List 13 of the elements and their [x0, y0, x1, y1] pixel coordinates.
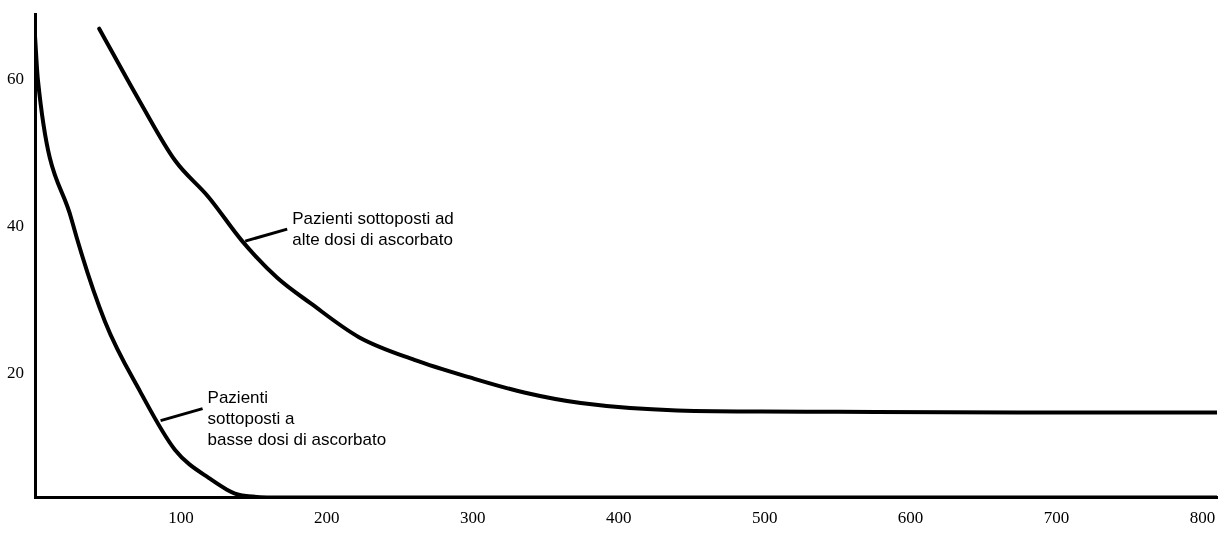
x-tick-label: 300	[460, 508, 486, 528]
x-tick-label: 500	[751, 508, 778, 528]
x-tick-label: 400	[605, 508, 632, 528]
x-tick-label: 200	[314, 508, 340, 528]
y-tick-label: 20	[7, 362, 24, 382]
x-tick-label: 800	[1189, 508, 1216, 528]
x-tick-label: 100	[168, 508, 194, 528]
x-tick-label: 700	[1043, 508, 1070, 528]
y-tick-label: 60	[7, 69, 24, 89]
x-tick-label: 600	[897, 508, 924, 528]
annotation: Pazienti sottoposti ad alte dosi di ascorbato	[292, 208, 454, 249]
annotation: Pazienti sottoposti a basse dosi di ascorbato	[207, 388, 387, 450]
y-tick-label: 40	[7, 215, 24, 235]
